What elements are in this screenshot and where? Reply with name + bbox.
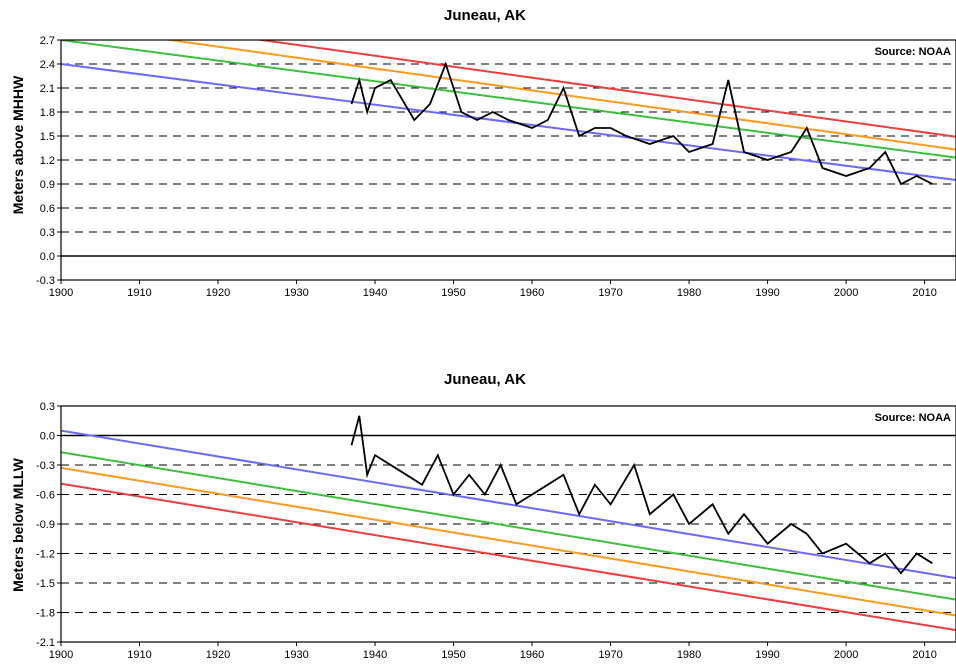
x-tick-label: 1990 bbox=[755, 287, 779, 299]
x-tick-label: 1910 bbox=[127, 649, 151, 661]
source-note: Source: NOAA bbox=[875, 46, 951, 58]
x-tick-label: 1980 bbox=[677, 287, 701, 299]
y-tick-label: 1.5 bbox=[40, 131, 55, 143]
x-tick-label: 1970 bbox=[598, 649, 622, 661]
y-tick-label: -0.3 bbox=[36, 460, 55, 472]
x-tick-label: 1960 bbox=[520, 649, 544, 661]
trend-line-4 bbox=[61, 482, 956, 632]
x-tick-label: 2010 bbox=[912, 287, 936, 299]
y-axis-label: Meters above MHHW bbox=[10, 75, 26, 214]
trend-line-2 bbox=[61, 451, 956, 601]
trend-line-4 bbox=[61, 63, 956, 181]
y-tick-label: 0.0 bbox=[40, 431, 55, 443]
chart-bottom: Juneau, AK Meters below MLLW Source: NOA… bbox=[10, 371, 956, 661]
trend-line-3 bbox=[61, 466, 956, 617]
observed-series-line bbox=[350, 61, 933, 186]
trend-line-2 bbox=[162, 40, 956, 151]
x-tick-label: 2010 bbox=[912, 649, 936, 661]
y-tick-label: 2.1 bbox=[40, 83, 55, 95]
x-tick-label: 1920 bbox=[206, 287, 230, 299]
x-tick-label: 1920 bbox=[206, 649, 230, 661]
trend-line-3 bbox=[61, 40, 956, 159]
x-tick-label: 1940 bbox=[363, 287, 387, 299]
x-tick-label: 1950 bbox=[441, 287, 465, 299]
y-tick-label: 0.9 bbox=[40, 179, 55, 191]
y-tick-label: 1.8 bbox=[40, 107, 55, 119]
x-tick-label: 1900 bbox=[49, 649, 73, 661]
trend-line-1 bbox=[254, 40, 956, 138]
plot-frame bbox=[60, 39, 956, 281]
y-tick-label: 1.2 bbox=[40, 155, 55, 167]
x-tick-label: 1950 bbox=[441, 649, 465, 661]
source-note: Source: NOAA bbox=[875, 412, 951, 424]
x-tick-label: 1980 bbox=[677, 649, 701, 661]
x-tick-label: 1900 bbox=[49, 287, 73, 299]
x-tick-label: 1940 bbox=[363, 649, 387, 661]
y-tick-label: 2.7 bbox=[40, 35, 55, 47]
y-tick-label: 0.3 bbox=[40, 227, 55, 239]
y-tick-label: -2.1 bbox=[36, 637, 55, 649]
y-tick-label: -1.8 bbox=[36, 608, 55, 620]
y-tick-label: 2.4 bbox=[40, 59, 55, 71]
chart-top: Juneau, AK Meters above MHHW Source: NOA… bbox=[10, 7, 956, 299]
observed-series-line bbox=[350, 415, 933, 575]
y-tick-label: 0.0 bbox=[40, 251, 55, 263]
y-tick-label: -0.6 bbox=[36, 490, 55, 502]
chart-title: Juneau, AK bbox=[444, 7, 526, 24]
x-tick-label: 1910 bbox=[127, 287, 151, 299]
trend-line-1 bbox=[61, 429, 956, 580]
x-tick-label: 1970 bbox=[598, 287, 622, 299]
y-tick-label: 0.6 bbox=[40, 203, 55, 215]
y-axis-label: Meters below MLLW bbox=[10, 457, 26, 592]
x-tick-label: 1990 bbox=[755, 649, 779, 661]
y-tick-label: -0.3 bbox=[36, 275, 55, 287]
x-tick-label: 1930 bbox=[284, 287, 308, 299]
plot-frame bbox=[60, 405, 956, 643]
x-tick-label: 1960 bbox=[520, 287, 544, 299]
y-tick-label: -0.9 bbox=[36, 519, 55, 531]
y-tick-label: -1.5 bbox=[36, 578, 55, 590]
x-tick-label: 2000 bbox=[834, 649, 858, 661]
y-tick-label: 0.3 bbox=[40, 401, 55, 413]
x-tick-label: 1930 bbox=[284, 649, 308, 661]
chart-title: Juneau, AK bbox=[444, 371, 526, 388]
x-tick-label: 2000 bbox=[834, 287, 858, 299]
y-tick-label: -1.2 bbox=[36, 549, 55, 561]
